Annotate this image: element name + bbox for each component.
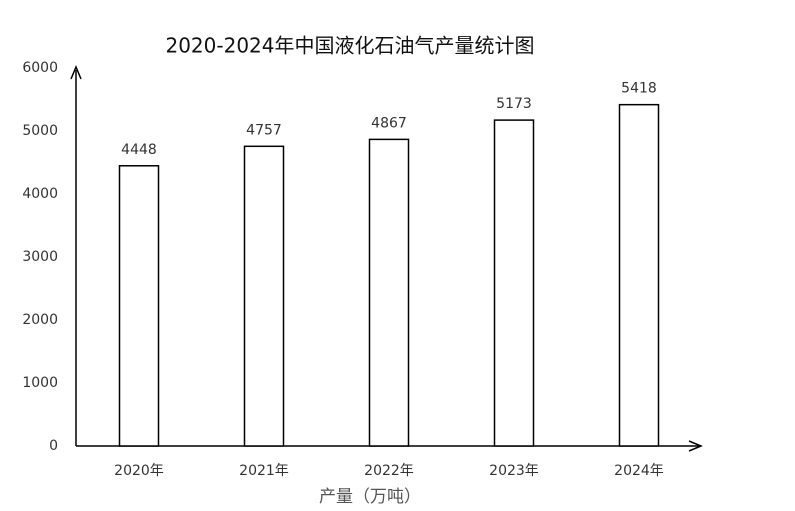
y-tick-label: 3000 [22,249,58,265]
bar [118,165,160,447]
x-tick-label: 2021年 [239,463,289,479]
x-tick-label: 2024年 [614,463,664,479]
data-label: 4867 [371,115,407,131]
data-label: 5418 [621,81,657,97]
y-tick-label: 4000 [22,186,58,202]
y-tick-label: 1000 [22,375,58,391]
x-tick-label: 2022年 [364,463,414,479]
y-tick-label: 0 [49,438,58,454]
x-tick-label: 2023年 [489,463,539,479]
x-tick-label: 2020年 [114,463,164,479]
bar [493,119,535,447]
bar [243,145,285,447]
chart-title: 2020-2024年中国液化石油气产量统计图 [165,34,534,58]
y-axis-arrow [70,65,82,80]
x-axis-arrow [688,440,703,452]
x-axis-label: 产量（万吨） [319,487,421,507]
y-tick-label: 2000 [22,312,58,328]
data-label: 4448 [121,142,157,158]
y-tick-label: 6000 [22,60,58,76]
y-tick-label: 5000 [22,123,58,139]
bar [368,138,410,447]
data-label: 5173 [496,96,532,112]
data-label: 4757 [246,122,282,138]
bar [618,103,660,447]
